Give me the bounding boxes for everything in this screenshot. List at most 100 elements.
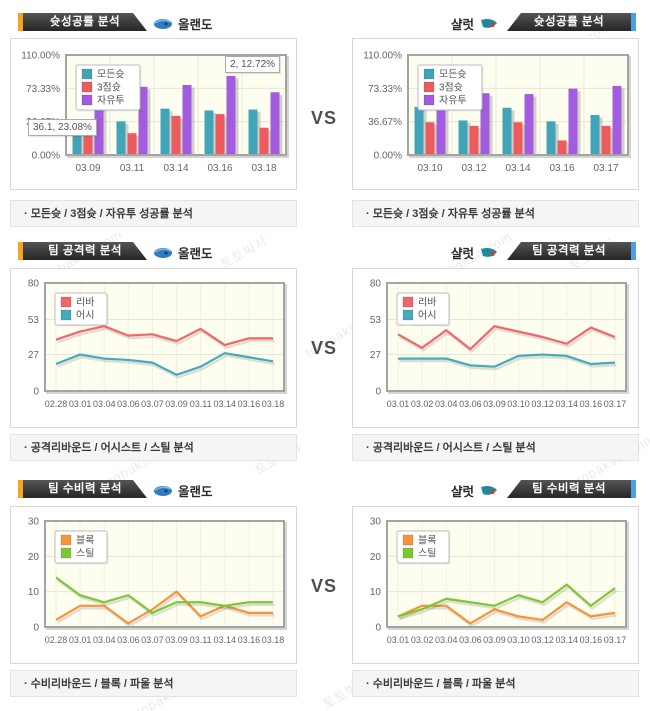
- svg-text:03.07: 03.07: [141, 635, 164, 645]
- svg-text:10: 10: [370, 587, 382, 598]
- team-name: 샬럿: [450, 485, 474, 499]
- shooting-bar-chart-orlando[interactable]: 03.09 03.11 03.14 03.16 03.18 110.00% 73.33% 36…: [11, 39, 296, 189]
- svg-text:03.14: 03.14: [214, 399, 237, 409]
- svg-text:03.01: 03.01: [387, 635, 410, 645]
- vs-label-row1: VS: [310, 108, 337, 128]
- offense-line-chart-orlando[interactable]: 02.28 03.01 03.04 03.06 03.07 03.09 03.11 03.14…: [11, 269, 296, 427]
- tab-defense-analysis-right: 팀 수비력 분석: [507, 480, 631, 498]
- svg-text:03.02: 03.02: [411, 635, 434, 645]
- svg-text:03.16: 03.16: [238, 399, 261, 409]
- svg-text:27: 27: [370, 350, 382, 361]
- svg-text:03.18: 03.18: [251, 163, 276, 174]
- section-title: 팀 공격력 분석: [48, 245, 122, 257]
- header-offense-left: 팀 공격력 분석 올랜도: [10, 242, 297, 262]
- svg-text:자유투: 자유투: [97, 95, 125, 107]
- svg-text:0.00%: 0.00%: [374, 151, 402, 162]
- svg-text:36.67%: 36.67%: [368, 117, 402, 128]
- chart-canvas: 02.28 03.01 03.04 03.06 03.07 03.09 03.11 03.14…: [28, 279, 287, 409]
- svg-text:10: 10: [28, 587, 40, 598]
- svg-text:27: 27: [28, 350, 40, 361]
- blue-accent-bar: [631, 480, 636, 498]
- orlando-logo-icon: [154, 486, 172, 496]
- defense-chart-panel-right: 03.01 03.02 03.04 03.06 03.09 03.10 03.12 03.14…: [352, 506, 639, 664]
- tab-offense-analysis-right: 팀 공격력 분석: [507, 242, 631, 260]
- vs-label-row3: VS: [310, 576, 337, 596]
- team-name: 샬럿: [450, 18, 474, 32]
- svg-text:블록: 블록: [418, 535, 436, 547]
- tooltip-label: 36.1, 23.08%: [28, 119, 97, 136]
- svg-text:03.10: 03.10: [417, 163, 442, 174]
- team-label-orlando: 올랜도: [153, 243, 213, 262]
- section-title: 팀 수비력 분석: [532, 483, 606, 495]
- svg-text:73.33%: 73.33%: [26, 84, 60, 95]
- blue-accent-bar: [631, 242, 636, 260]
- caption-shooting-right: · 모든슛 / 3점슛 / 자유투 성공률 분석: [352, 200, 639, 227]
- svg-text:03.16: 03.16: [580, 399, 603, 409]
- orlando-logo-icon: [154, 248, 172, 258]
- charlotte-logo-icon: [481, 248, 497, 257]
- defense-line-chart-orlando[interactable]: 02.28 03.01 03.04 03.06 03.07 03.09 03.11 03.14…: [11, 507, 296, 663]
- team-label-charlotte: 샬럿: [451, 14, 499, 33]
- svg-text:블록: 블록: [76, 535, 94, 547]
- team-label-orlando: 올랜도: [153, 481, 213, 500]
- team-label-charlotte: 샬럿: [451, 243, 499, 262]
- svg-text:03.12: 03.12: [531, 635, 554, 645]
- shooting-bar-chart-charlotte[interactable]: 03.10 03.12 03.14 03.16 03.17 110.00% 73.33% 36…: [353, 39, 638, 189]
- chart-canvas: 03.01 03.02 03.04 03.06 03.09 03.10 03.12 03.14…: [370, 517, 629, 645]
- team-label-orlando: 올랜도: [153, 14, 213, 33]
- tab-shooting-analysis-left: 슛성공률 분석: [23, 13, 147, 31]
- svg-text:0.00%: 0.00%: [32, 151, 60, 162]
- svg-text:어시: 어시: [76, 310, 94, 322]
- svg-text:03.09: 03.09: [483, 399, 506, 409]
- svg-text:0: 0: [33, 623, 39, 634]
- defense-line-chart-charlotte[interactable]: 03.01 03.02 03.04 03.06 03.09 03.10 03.12 03.14…: [353, 507, 638, 663]
- blue-accent-bar: [631, 13, 636, 31]
- offense-line-chart-charlotte[interactable]: 03.01 03.02 03.04 03.06 03.09 03.10 03.12 03.14…: [353, 269, 638, 427]
- svg-text:03.17: 03.17: [604, 635, 627, 645]
- svg-text:03.14: 03.14: [556, 635, 579, 645]
- chart-canvas: 02.28 03.01 03.04 03.06 03.07 03.09 03.11 03.14…: [28, 517, 287, 645]
- svg-text:0: 0: [375, 623, 381, 634]
- svg-text:모든슛: 모든슛: [439, 69, 467, 81]
- offense-chart-panel-right: 03.01 03.02 03.04 03.06 03.09 03.10 03.12 03.14…: [352, 268, 639, 428]
- offense-chart-panel-left: 02.28 03.01 03.04 03.06 03.07 03.09 03.11 03.14…: [10, 268, 297, 428]
- svg-text:03.09: 03.09: [165, 399, 188, 409]
- svg-text:03.09: 03.09: [165, 635, 188, 645]
- svg-text:30: 30: [28, 517, 40, 528]
- svg-text:자유투: 자유투: [439, 95, 467, 107]
- svg-text:03.06: 03.06: [117, 635, 140, 645]
- svg-text:03.11: 03.11: [120, 163, 145, 174]
- header-shooting-left: 슛성공률 분석 올랜도: [10, 13, 297, 33]
- tab-offense-analysis-left: 팀 공격력 분석: [23, 242, 147, 260]
- team-name: 올랜도: [178, 485, 213, 499]
- svg-text:73.33%: 73.33%: [368, 84, 402, 95]
- vs-label-row2: VS: [310, 338, 337, 358]
- svg-text:02.28: 02.28: [45, 635, 68, 645]
- svg-text:03.12: 03.12: [531, 399, 554, 409]
- svg-text:03.14: 03.14: [505, 163, 530, 174]
- svg-text:03.14: 03.14: [163, 163, 188, 174]
- svg-text:03.17: 03.17: [604, 399, 627, 409]
- tooltip-label: 2, 12.72%: [225, 56, 281, 73]
- svg-text:03.04: 03.04: [435, 635, 458, 645]
- charlotte-logo-icon: [481, 19, 497, 28]
- svg-text:53: 53: [370, 315, 382, 326]
- svg-text:20: 20: [28, 552, 40, 563]
- tab-shooting-analysis-right: 슛성공률 분석: [507, 13, 631, 31]
- svg-text:03.18: 03.18: [262, 635, 285, 645]
- svg-text:03.17: 03.17: [593, 163, 618, 174]
- svg-text:03.16: 03.16: [580, 635, 603, 645]
- svg-text:80: 80: [28, 279, 40, 290]
- shooting-chart-panel-left: 03.09 03.11 03.14 03.16 03.18 110.00% 73.33% 36…: [10, 38, 297, 190]
- svg-text:03.11: 03.11: [190, 399, 212, 409]
- svg-text:03.02: 03.02: [411, 399, 434, 409]
- team-name: 올랜도: [178, 247, 213, 261]
- charlotte-logo-icon: [481, 486, 497, 495]
- svg-text:3점슛: 3점슛: [439, 82, 463, 94]
- shooting-chart-panel-right: 03.10 03.12 03.14 03.16 03.17 110.00% 73.33% 36…: [352, 38, 639, 190]
- svg-text:03.06: 03.06: [459, 399, 482, 409]
- caption-shooting-left: · 모든슛 / 3점슛 / 자유투 성공률 분석: [10, 200, 297, 227]
- caption-defense-right: · 수비리바운드 / 블록 / 파울 분석: [352, 670, 639, 697]
- svg-text:02.28: 02.28: [45, 399, 68, 409]
- section-title: 슛성공률 분석: [533, 16, 605, 28]
